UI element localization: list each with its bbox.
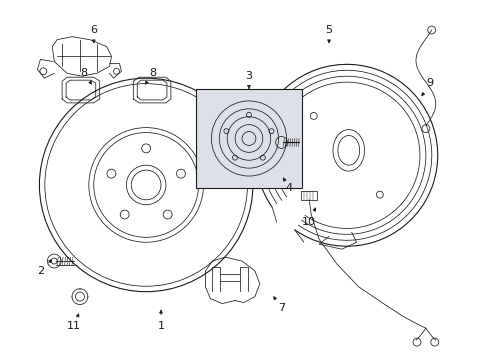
Text: 2: 2 xyxy=(37,266,44,276)
Text: 11: 11 xyxy=(67,321,81,331)
Bar xyxy=(195,89,302,188)
Text: 5: 5 xyxy=(325,25,332,35)
Text: 3: 3 xyxy=(245,71,252,81)
Text: 4: 4 xyxy=(285,183,292,193)
Text: 9: 9 xyxy=(426,78,432,88)
Bar xyxy=(301,191,317,200)
Text: 8: 8 xyxy=(149,68,156,78)
Text: 10: 10 xyxy=(302,216,316,226)
Text: 8: 8 xyxy=(80,68,87,78)
Text: 1: 1 xyxy=(157,321,164,331)
Text: 7: 7 xyxy=(278,303,285,314)
Text: 6: 6 xyxy=(90,25,97,35)
